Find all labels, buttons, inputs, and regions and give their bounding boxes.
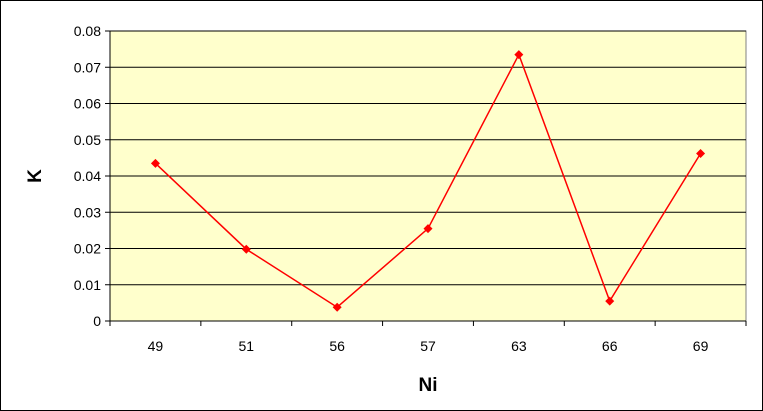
data-point-marker — [332, 302, 342, 312]
x-tick-label: 51 — [238, 338, 254, 354]
y-tick-label: 0.08 — [74, 23, 101, 39]
x-tick-label: 49 — [148, 338, 164, 354]
y-tick-label: 0.07 — [74, 59, 101, 75]
y-tick-label: 0.03 — [74, 204, 101, 220]
y-tick-label: 0.01 — [74, 277, 101, 293]
x-axis-title: Ni — [419, 375, 438, 396]
data-point-marker — [605, 296, 615, 306]
grid-lines — [110, 30, 746, 286]
y-tick-label: 0 — [93, 313, 101, 329]
y-axis: 0 0.01 0.02 0.03 0.04 0.05 0.06 0.07 0.08 — [74, 23, 111, 329]
y-tick-label: 0.04 — [74, 168, 101, 184]
data-markers — [150, 50, 706, 312]
x-tick-label: 66 — [602, 338, 618, 354]
x-tick-label: 69 — [693, 338, 709, 354]
x-axis: 49 51 56 57 63 66 69 — [109, 320, 747, 354]
data-point-marker — [241, 244, 251, 254]
x-tick-label: 63 — [511, 338, 527, 354]
data-point-marker — [423, 224, 433, 234]
y-tick-label: 0.06 — [74, 96, 101, 112]
y-tick-label: 0.02 — [74, 241, 101, 257]
x-tick-label: 57 — [420, 338, 436, 354]
y-axis-title: K — [25, 169, 46, 183]
data-point-marker — [696, 149, 706, 159]
data-point-marker — [150, 158, 160, 168]
data-point-marker — [514, 50, 524, 60]
x-tick-label: 56 — [329, 338, 345, 354]
y-tick-label: 0.05 — [74, 132, 101, 148]
